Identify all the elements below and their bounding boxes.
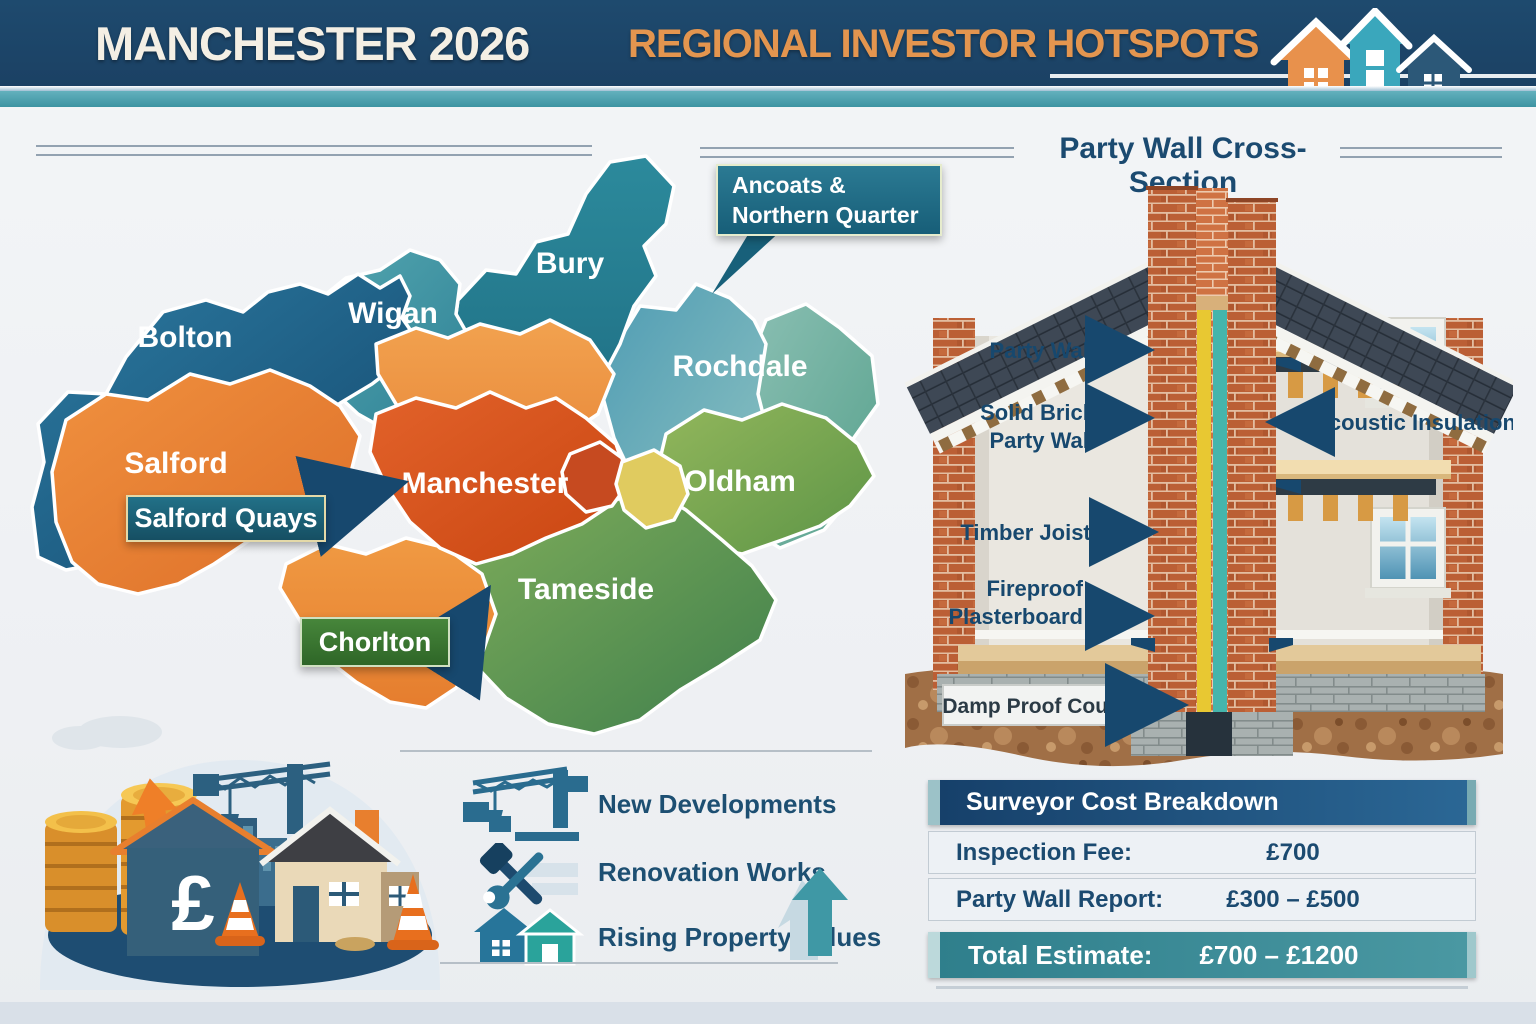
label-timber-joists: Timber Joists [960,520,1103,545]
label-solid-brick-2: Party Wall [989,428,1095,453]
label-damp-proof: Damp Proof Course [942,695,1139,718]
map-label-tameside: Tameside [518,573,654,606]
label-acoustic: Acoustic Insulation [1313,410,1513,435]
legend-top-line [400,750,872,752]
ancoats-callout-pointer [712,228,784,294]
map-label-bury: Bury [536,247,605,280]
row-value: £700 [1266,839,1320,866]
map-label-rochdale: Rochdale [672,350,807,383]
tools-icon [479,843,578,910]
page-title: MANCHESTER 2026 [95,17,530,70]
header-bar [0,0,1536,86]
callout-chorlton: Chorlton [300,617,450,667]
callout-salford-quays: Salford Quays [126,495,326,542]
greater-manchester-map: ​ Bolton Wigan Bury Rochdale Salford Man… [30,154,880,736]
damp-proof-course-layer [1186,712,1232,756]
right-floor [1276,645,1481,661]
total-value: £700 – £1200 [1199,940,1359,970]
crane-icon [463,766,588,841]
legend-label-rising-values: Rising Property Values [598,922,882,952]
insulation-teal-strip [1213,310,1227,730]
party-wall-cross-section: Party Wall Solid Brick Party Wall Timber… [904,186,1513,767]
total-label: Total Estimate: [968,940,1153,970]
lower-joist-platform [1276,460,1451,521]
map-region-yellow [614,448,690,530]
map-region-red [560,440,630,514]
legend-bottom-line [440,962,838,964]
pound-symbol: £ [171,859,214,947]
left-floor [958,645,1153,661]
pound-house-icon: £ [110,797,276,956]
right-roof [1240,261,1513,454]
divider-left [36,145,592,156]
footer-band [0,1002,1536,1024]
investment-illustration: £ [40,716,440,990]
label-fireproof-1: Fireproof [986,576,1083,601]
cost-table-header: Surveyor Cost Breakdown [928,780,1476,825]
map-label-salford: Salford [124,447,227,480]
traffic-cone-icon [215,882,265,946]
row-value: £300 – £500 [1226,886,1360,913]
divider-mid [700,147,1014,158]
party-wall-structure [1131,186,1293,756]
map-label-oldham: Oldham [684,465,796,498]
row-label: Party Wall Report: [956,886,1164,913]
legend-label-renovation-works: Renovation Works [598,857,826,887]
cost-table-row-inspection: Inspection Fee: £700 [928,831,1476,874]
cost-table-total-row: Total Estimate: £700 – £1200 [928,932,1476,978]
page-subtitle: REGIONAL INVESTOR HOTSPOTS [628,22,1259,66]
map-label-wigan: Wigan [348,297,438,330]
damp-proof-label-box: Damp Proof Course [942,663,1189,747]
label-solid-brick-1: Solid Brick [980,400,1096,425]
header-divider [0,86,1536,91]
right-foundation [1273,674,1485,712]
rising-arrow-icon [778,868,848,960]
lower-window [1365,507,1451,598]
map-label-manchester: Manchester [402,467,569,500]
header-teal-band [0,91,1536,107]
table-bottom-line [936,986,1468,989]
cost-table-row-report: Party Wall Report: £300 – £500 [928,878,1476,921]
legend-label-new-developments: New Developments [598,789,837,819]
houses-icon [474,908,585,966]
label-party-wall: Party Wall [989,338,1095,363]
divider-right [1340,147,1502,158]
traffic-cone-icon-2 [387,874,439,950]
row-label: Inspection Fee: [956,839,1133,866]
map-label-bolton: Bolton [138,321,233,354]
label-fireproof-2: Plasterboard [949,604,1084,629]
callout-ancoats: Ancoats & Northern Quarter [716,164,942,236]
salford-quays-arrow [295,456,410,557]
insulation-yellow-strip [1197,310,1211,730]
